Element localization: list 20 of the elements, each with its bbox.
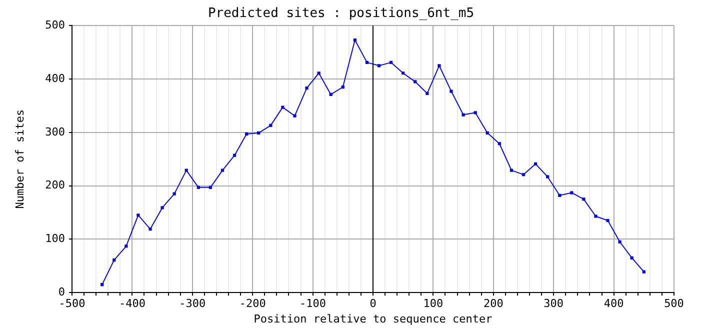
x-tick-label: 500 bbox=[664, 297, 684, 310]
chart-title: Predicted sites : positions_6nt_m5 bbox=[208, 6, 474, 22]
y-axis-title: Number of sites bbox=[13, 109, 26, 209]
x-tick-label: -400 bbox=[118, 297, 146, 310]
x-tick-label: -200 bbox=[239, 297, 266, 310]
x-tick-label: -100 bbox=[300, 297, 326, 310]
x-tick-label: 200 bbox=[483, 297, 504, 310]
x-axis-title: Position relative to sequence center bbox=[254, 312, 493, 326]
x-tick-label: 300 bbox=[544, 297, 564, 310]
x-tick-label: 100 bbox=[423, 297, 444, 310]
y-tick-label: 100 bbox=[45, 232, 65, 246]
y-tick-label: 400 bbox=[45, 72, 65, 85]
x-tick-label: -300 bbox=[179, 297, 206, 310]
x-tick-label: 400 bbox=[604, 297, 624, 310]
y-tick-label: 300 bbox=[45, 125, 65, 138]
x-tick-label: -500 bbox=[58, 297, 86, 310]
y-tick-label: 0 bbox=[58, 285, 65, 298]
x-tick-label: 0 bbox=[370, 297, 376, 310]
y-tick-label: 500 bbox=[45, 18, 65, 32]
y-tick-label: 200 bbox=[45, 178, 65, 192]
